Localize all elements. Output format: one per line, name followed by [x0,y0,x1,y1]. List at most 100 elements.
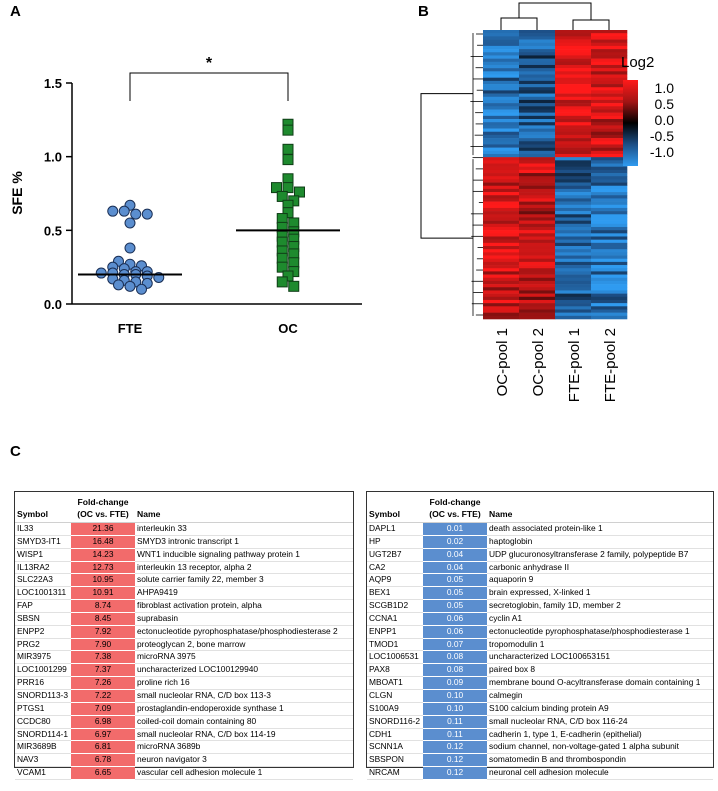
heatmap-cell [555,296,592,301]
heatmap-cell [591,147,628,152]
heatmap-cell [519,131,556,136]
heatmap-cell [591,58,628,63]
table-row: VCAM1 6.65 vascular cell adhesion molecule… [15,766,353,780]
heatmap-cell [519,39,556,44]
heatmap-cell [519,312,556,317]
heatmap-cell [555,233,592,237]
heatmap-cell [555,122,592,126]
gene-symbol: SNORD116-2 [367,715,423,729]
heatmap-cell [555,303,592,307]
column-label: FTE-pool 2 [602,328,619,402]
table-row: DAPL1 0.01 death associated protein-like 1 [367,522,713,536]
heatmap-cell [591,220,628,225]
heatmap-cell [483,160,520,164]
heatmap-cell [519,96,556,101]
gene-symbol: HP [367,535,423,549]
data-point-oc [276,190,288,202]
heatmap-cell [519,147,556,152]
heatmap-cell [519,87,556,91]
dendrogram-branch [420,152,473,239]
heatmap-cell [519,220,556,225]
column-label: OC-pool 1 [494,328,511,396]
heatmap-cell [591,55,628,59]
gene-symbol: FAP [15,599,71,613]
fold-change-value: 7.90 [71,638,135,652]
heatmap-cell [483,96,520,101]
fold-change-value: 7.22 [71,689,135,703]
heatmap-cell [591,153,628,158]
heatmap-cell [555,169,592,174]
heatmap-cell [519,271,556,275]
heatmap-cell [483,258,520,263]
gene-symbol: PAX8 [367,663,423,678]
heatmap-cell [483,153,520,158]
gene-name: small nucleolar RNA, C/D box 113-3 [135,689,353,703]
heatmap-cell [519,150,556,155]
heatmap-cell [555,201,592,206]
heatmap-cell [555,64,592,69]
heatmap-cell [519,109,556,113]
heatmap-cell [519,52,556,56]
y-tick-label: 1.0 [44,150,62,165]
heatmap-cell [519,71,556,75]
data-point-oc [282,154,294,166]
table-row: LOC1006531 0.08 uncharacterized LOC1006531… [367,650,713,665]
gene-name: vascular cell adhesion molecule 1 [135,766,353,780]
heatmap-cell [591,138,628,142]
gene-name: brain expressed, X-linked 1 [487,586,713,601]
heatmap-cell [483,166,520,171]
data-point-oc [276,261,288,273]
heatmap-cell [555,52,592,56]
heatmap-cell [591,144,628,148]
heatmap-cell [555,268,592,272]
heatmap-cell [555,204,592,209]
heatmap-cell [555,134,592,139]
heatmap-cell [483,252,520,256]
gene-symbol: SBSN [15,612,71,626]
heatmap-cell [483,122,520,126]
heatmap-cell [591,103,628,107]
heatmap-cell [591,77,628,82]
heatmap-cell [591,239,628,244]
heatmap-cell [483,55,520,59]
fold-change-value: 7.92 [71,625,135,639]
heatmap-cell [483,115,520,120]
heatmap-cell [519,249,556,253]
table-row: CA2 0.04 carbonic anhydrase II [367,561,713,575]
heatmap-cell [483,134,520,139]
heatmap-cell [591,80,628,85]
heatmap-cell [483,233,520,237]
table-row: SMYD3-IT1 16.48 SMYD3 intronic transcript … [15,535,353,549]
gene-name: microRNA 3689b [135,740,353,755]
gene-symbol: MIR3975 [15,650,71,665]
gene-name: cyclin A1 [487,612,713,626]
heatmap-cell [483,87,520,91]
heatmap-cell [519,64,556,69]
heatmap-cell [519,49,556,53]
heatmap-cell [555,166,592,171]
fold-change-value: 6.81 [71,740,135,755]
heatmap-cell [519,125,556,129]
heatmap-cell [555,280,592,285]
heatmap-cell [519,252,556,256]
heatmap-cell [519,185,556,190]
heatmap-cell [519,192,556,196]
data-point-oc [271,182,282,194]
heatmap-cell [591,71,628,75]
heatmap-cell [591,157,628,161]
heatmap-cell [555,90,592,94]
heatmap-cell [519,265,556,269]
gene-symbol: SCNN1A [367,740,423,755]
heatmap-cell [519,223,556,228]
heatmap-cell [591,182,628,187]
fold-change-value: 0.08 [423,663,487,678]
heatmap-cell [483,306,520,310]
gene-symbol: NRCAM [367,766,423,780]
heatmap-cell [591,217,628,221]
fold-change-value: 0.06 [423,612,487,626]
heatmap-cell [519,163,556,167]
heatmap-cell [519,255,556,260]
heatmap-cell [591,261,628,266]
gene-symbol: BEX1 [367,586,423,601]
fold-change-value: 6.98 [71,715,135,729]
